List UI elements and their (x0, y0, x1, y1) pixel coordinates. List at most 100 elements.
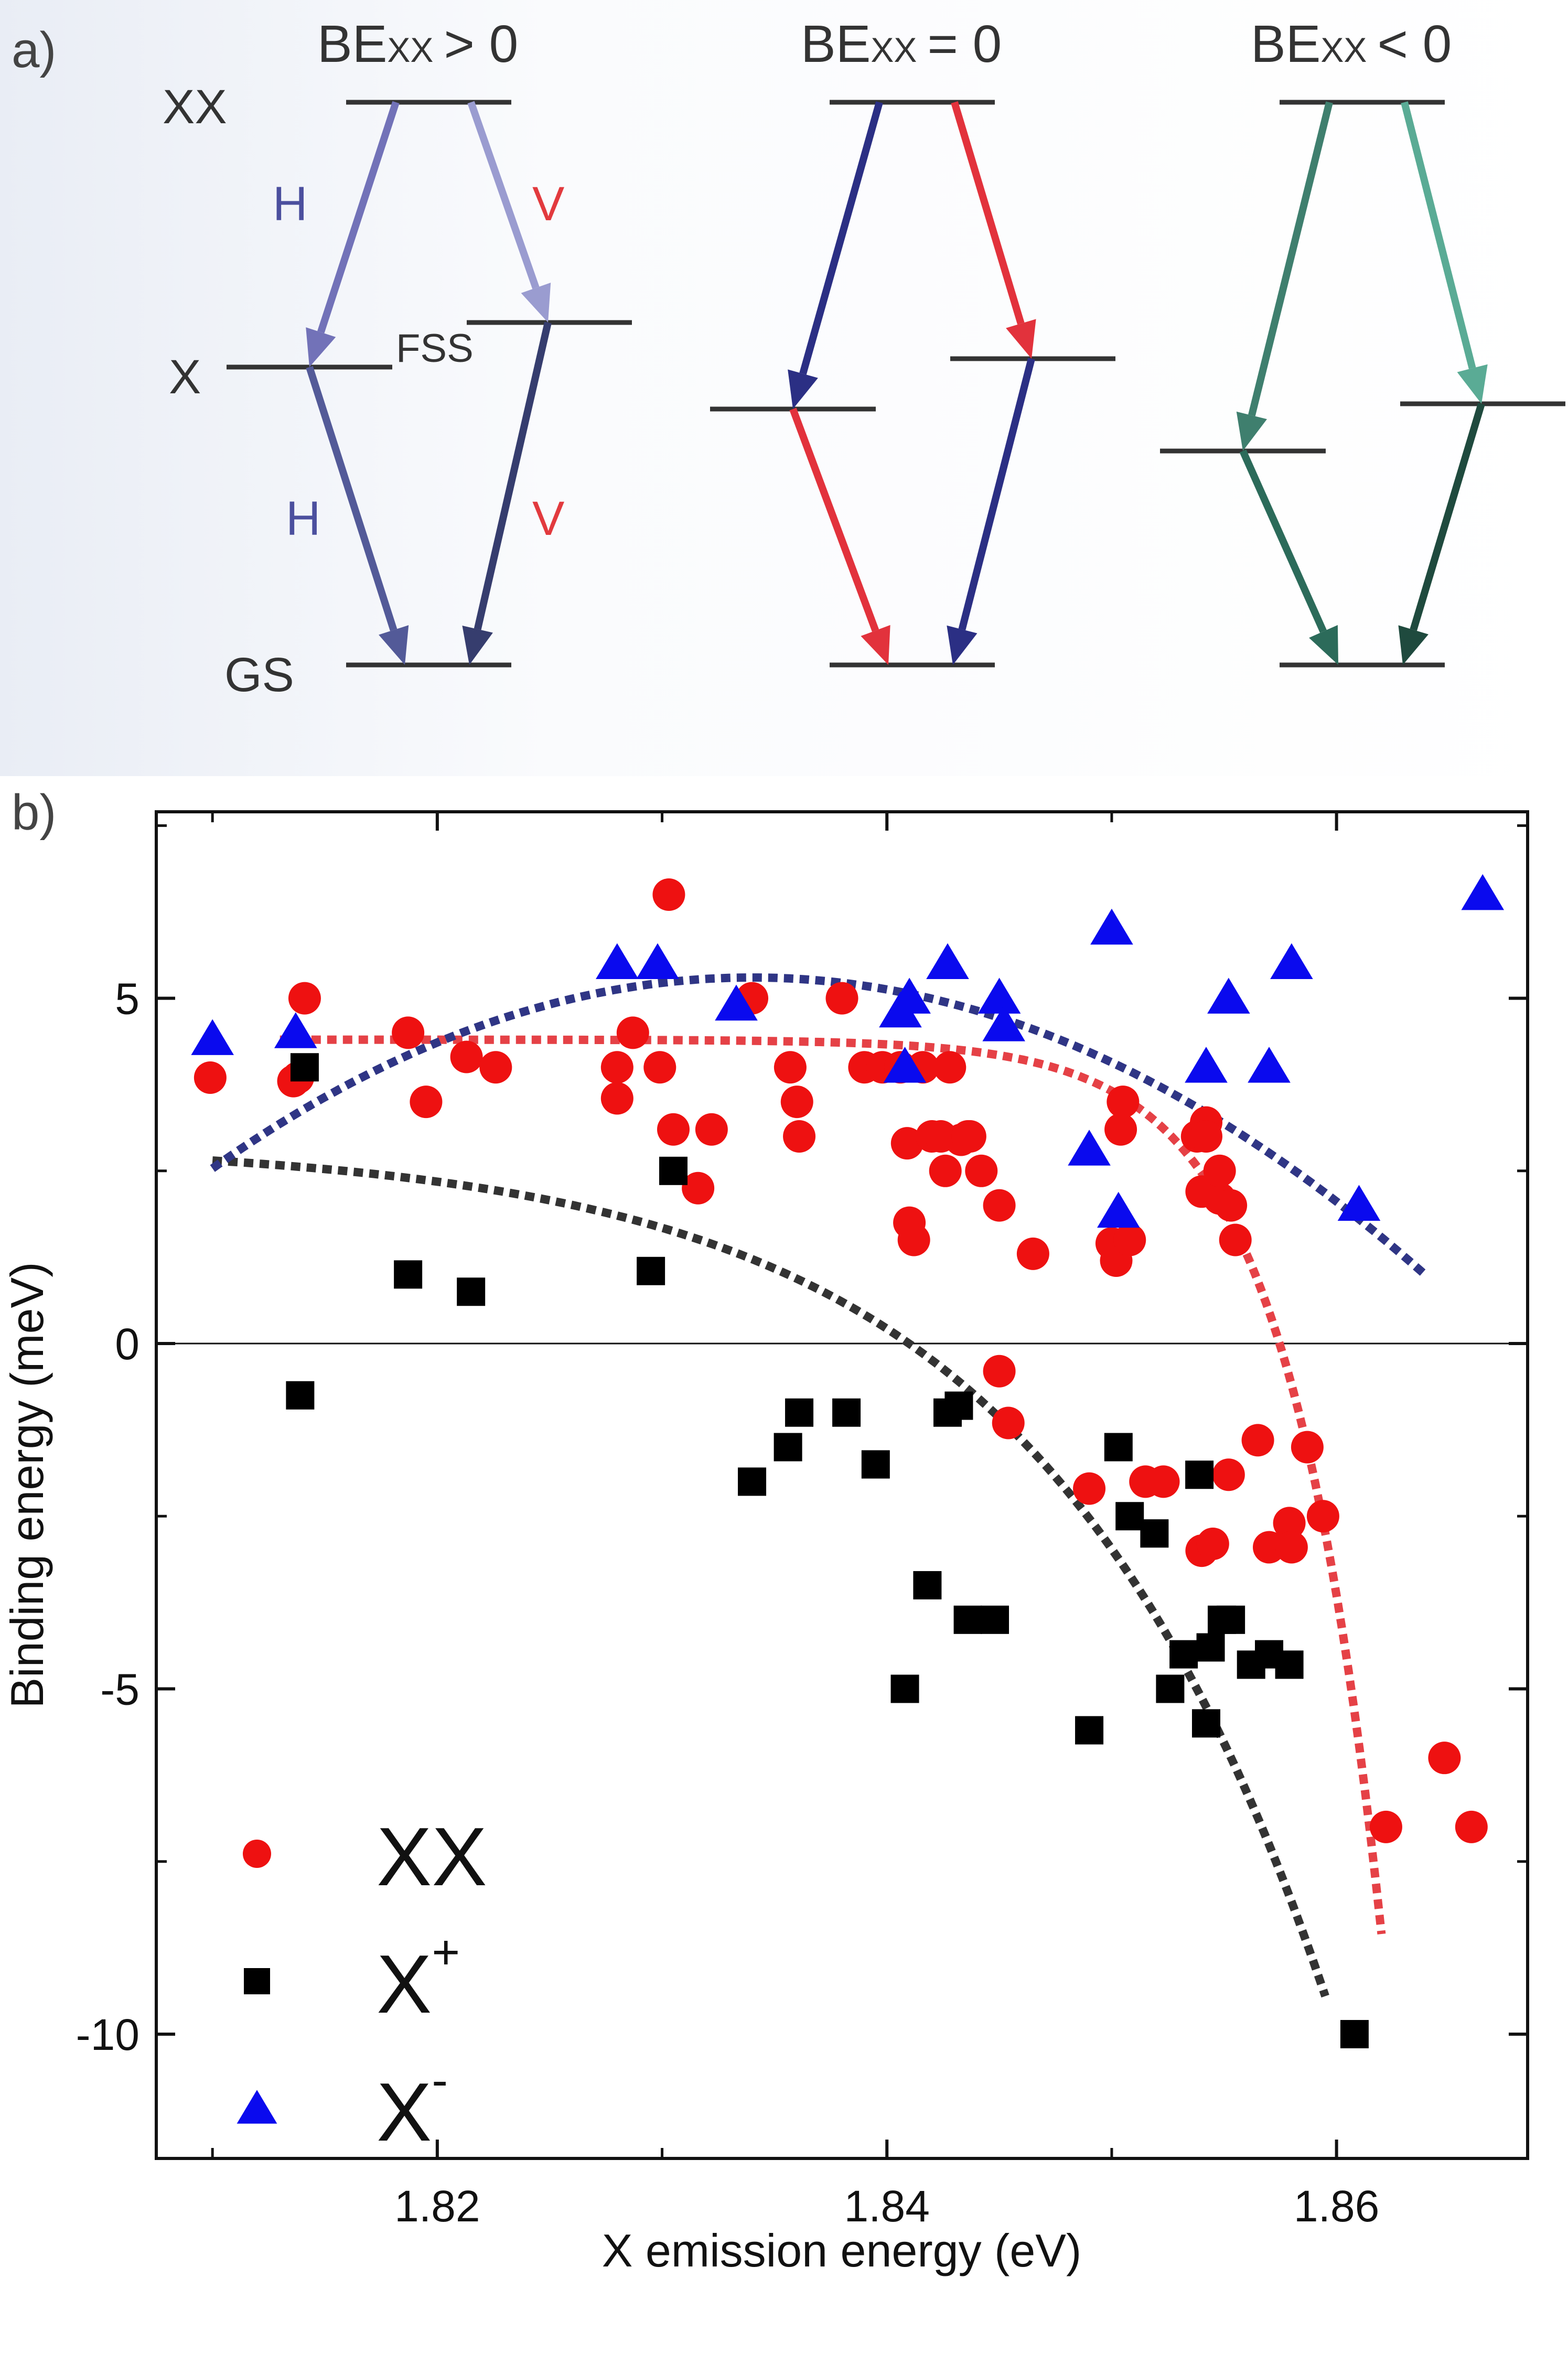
data-point-square (394, 1260, 423, 1289)
polarization-label: H (273, 177, 307, 231)
panel-b: b) 5 0 -5 -10 1.82 1.84 1.86 X emission energy… (1, 785, 1529, 2276)
data-point-triangle (191, 1019, 234, 1055)
data-point-triangle (982, 1005, 1025, 1041)
data-point-circle (992, 1406, 1025, 1439)
diagram-column-1: BEXX > 0 H V H V (227, 15, 632, 668)
data-point-circle (392, 1016, 425, 1049)
legend-label-main: X (377, 1938, 432, 2030)
data-point-circle (1253, 1531, 1286, 1564)
data-markers (191, 874, 1505, 2048)
arrow-xx-to-x-h-shaft (317, 101, 400, 334)
title-relation: < 0 (1377, 15, 1452, 73)
arrow-xx-to-x-v-shaft (1401, 101, 1476, 369)
legend: XXX+X- (237, 1811, 487, 2158)
data-point-circle (1275, 1531, 1308, 1564)
data-point-triangle (636, 943, 679, 980)
legend-label-superscript: + (432, 1926, 460, 1979)
data-point-circle (953, 1120, 986, 1153)
data-point-circle (450, 1040, 483, 1073)
data-point-triangle (883, 1047, 927, 1083)
legend-item-X-: X- (237, 2054, 448, 2158)
data-point-circle (652, 878, 685, 911)
y-tick-label: -10 (76, 2010, 139, 2059)
data-point-square (785, 1398, 814, 1427)
title-relation: > 0 (444, 15, 518, 73)
title-main: BE (1251, 15, 1320, 73)
data-point-circle (479, 1051, 512, 1084)
arrow-xx-to-x-v-shaft (951, 101, 1025, 325)
arrow-xx-to-x-v-head (521, 283, 551, 323)
arrow-x-h-to-gs-head (861, 625, 890, 665)
data-point-circle (616, 1016, 649, 1049)
data-point-circle (410, 1086, 443, 1119)
x-tick-label: 1.82 (394, 2182, 480, 2231)
legend-marker-circle (243, 1840, 271, 1868)
data-point-square (832, 1398, 861, 1427)
data-point-circle (1219, 1223, 1252, 1256)
data-point-triangle (926, 943, 969, 980)
level-label-gs: GS (224, 648, 294, 702)
x-axis-label: X emission energy (eV) (602, 2225, 1082, 2276)
arrow-xx-to-x-v-shaft (467, 101, 540, 289)
x-tick-label: 1.86 (1294, 2182, 1380, 2231)
arrow-x-v-to-gs-head (947, 625, 978, 665)
polarization-label: V (532, 177, 564, 231)
data-point-square (1217, 1605, 1245, 1634)
data-point-triangle (715, 984, 758, 1021)
column-title-2: BEXX = 0 (801, 15, 1002, 73)
data-point-square (1140, 1519, 1169, 1548)
arrow-xx-to-x-h-head (1236, 411, 1267, 451)
data-point-circle (1189, 1120, 1222, 1153)
data-point-square (286, 1381, 315, 1410)
data-point-square (1191, 1709, 1220, 1738)
column-title-1: BEXX > 0 (317, 15, 518, 73)
data-point-circle (1273, 1507, 1306, 1540)
data-point-circle (1215, 1189, 1248, 1222)
polarization-label: H (286, 492, 320, 545)
data-point-circle (983, 1189, 1016, 1222)
data-point-circle (780, 1086, 813, 1119)
legend-item-XX: XX (243, 1811, 487, 1903)
data-point-square (944, 1391, 973, 1420)
legend-label: XX (377, 1811, 487, 1903)
data-point-circle (1428, 1742, 1461, 1775)
data-point-square (637, 1256, 665, 1285)
series-X- (191, 874, 1505, 1228)
data-point-circle (825, 982, 858, 1015)
data-point-triangle (1207, 977, 1250, 1014)
data-point-circle (288, 982, 321, 1015)
data-point-square (659, 1156, 688, 1185)
data-point-square (913, 1571, 942, 1599)
title-main: BE (801, 15, 871, 73)
title-relation: = 0 (927, 15, 1002, 73)
legend-marker-triangle (237, 2090, 277, 2124)
data-point-square (1185, 1460, 1214, 1489)
title-main: BE (317, 15, 387, 73)
data-point-circle (194, 1061, 227, 1094)
legend-item-X+: X+ (244, 1926, 460, 2030)
arrow-xx-to-x-h-head (306, 327, 336, 367)
data-point-circle (695, 1113, 728, 1146)
plot-frame (155, 810, 1529, 2160)
arrow-xx-to-x-h-head (788, 369, 818, 409)
arrow-x-h-to-gs-shaft (789, 407, 879, 632)
y-tick-label: -5 (100, 1664, 139, 1714)
arrow-x-h-to-gs-shaft (1239, 449, 1327, 633)
data-point-square (861, 1450, 890, 1479)
data-point-square (457, 1277, 486, 1306)
legend-label: X+ (377, 1926, 460, 2030)
data-point-circle (933, 1051, 966, 1084)
arrow-xx-to-x-h-shaft (1248, 101, 1333, 416)
fit-curve-2 (212, 1156, 1329, 1998)
data-point-circle (929, 1154, 962, 1187)
data-point-circle (600, 1051, 633, 1084)
data-point-square (738, 1467, 767, 1496)
data-point-circle (657, 1113, 690, 1146)
title-subscript: XX (1320, 30, 1367, 69)
legend-marker-square (244, 1968, 270, 1994)
data-point-square (1156, 1674, 1185, 1703)
arrow-xx-to-x-h-shaft (799, 101, 883, 375)
data-point-square (1275, 1650, 1304, 1679)
